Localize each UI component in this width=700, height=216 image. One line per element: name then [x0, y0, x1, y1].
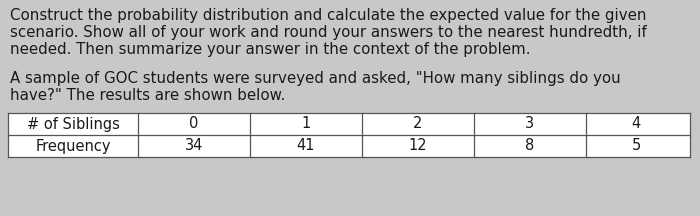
Text: needed. Then summarize your answer in the context of the problem.: needed. Then summarize your answer in th… [10, 42, 531, 57]
Text: 3: 3 [526, 116, 535, 132]
Text: scenario. Show all of your work and round your answers to the nearest hundredth,: scenario. Show all of your work and roun… [10, 25, 647, 40]
Text: 4: 4 [631, 116, 640, 132]
Text: have?" The results are shown below.: have?" The results are shown below. [10, 88, 286, 103]
Text: # of Siblings: # of Siblings [27, 116, 120, 132]
Text: 0: 0 [189, 116, 199, 132]
Text: 41: 41 [297, 138, 315, 154]
Text: 12: 12 [409, 138, 427, 154]
Text: A sample of GOC students were surveyed and asked, "How many siblings do you: A sample of GOC students were surveyed a… [10, 71, 621, 86]
Text: 8: 8 [526, 138, 535, 154]
Text: 5: 5 [631, 138, 640, 154]
Text: Construct the probability distribution and calculate the expected value for the : Construct the probability distribution a… [10, 8, 647, 23]
Text: Frequency: Frequency [35, 138, 111, 154]
Bar [8, 113, 690, 157]
Text: 1: 1 [302, 116, 311, 132]
Text: 34: 34 [185, 138, 203, 154]
Text: 2: 2 [413, 116, 423, 132]
